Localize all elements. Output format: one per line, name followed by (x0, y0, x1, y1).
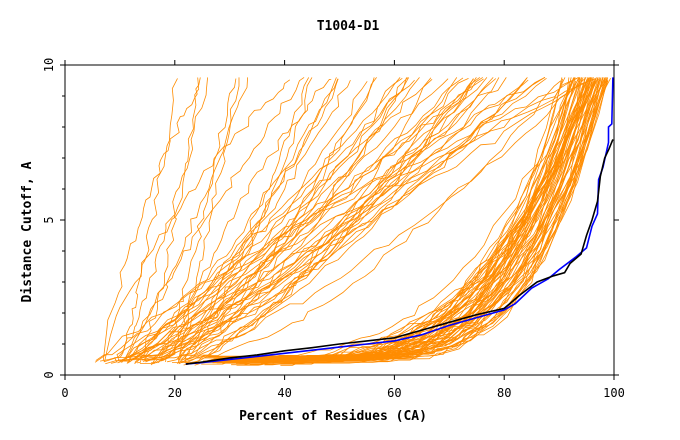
x-tick-label: 40 (277, 386, 291, 400)
model-curve (167, 77, 547, 363)
model-curve (218, 77, 602, 363)
model-curve (117, 77, 248, 362)
y-tick-label: 5 (42, 216, 56, 223)
x-tick-label: 20 (168, 386, 182, 400)
model-curve (184, 77, 432, 364)
model-curve (161, 78, 237, 360)
model-curve (210, 77, 563, 362)
highlight-curves (185, 77, 614, 365)
model-curve (216, 77, 597, 361)
model-curve (103, 78, 484, 363)
model-curve (177, 77, 484, 361)
model-curve (180, 77, 313, 363)
model-curve (104, 79, 291, 363)
model-curve (236, 77, 607, 364)
model-curve (249, 77, 600, 365)
model-curve (178, 77, 528, 361)
model-curves (94, 77, 611, 366)
model-curve (129, 77, 403, 363)
x-tick-label: 0 (61, 386, 68, 400)
model-curve (127, 77, 337, 364)
model-curve (165, 77, 240, 363)
chart-title: T1004-D1 (317, 19, 380, 34)
y-axis: 0 5 10 (42, 58, 619, 379)
model-curve (226, 77, 597, 362)
model-curve (105, 77, 500, 365)
y-tick-label: 10 (42, 58, 56, 72)
x-tick-label: 80 (497, 386, 511, 400)
model-curve (260, 77, 581, 361)
model-curve (229, 77, 606, 361)
model-curve (150, 77, 407, 364)
series-highlight-black (185, 139, 614, 365)
model-curve (111, 78, 178, 364)
x-axis-label: Percent of Residues (CA) (239, 409, 427, 424)
model-curve (142, 77, 494, 362)
x-tick-label: 100 (603, 386, 625, 400)
model-curve (177, 79, 332, 363)
model-curve (178, 77, 375, 361)
model-curve (186, 77, 528, 361)
model-curve (126, 77, 546, 364)
plot-area (64, 64, 615, 376)
model-curve (136, 77, 200, 364)
y-axis-label: Distance Cutoff, A (20, 161, 35, 302)
model-curve (150, 77, 401, 366)
model-curve (120, 79, 433, 361)
model-curve (94, 77, 579, 363)
model-curve (102, 77, 201, 361)
y-tick-label: 0 (42, 371, 56, 378)
x-tick-label: 60 (387, 386, 401, 400)
model-curve (139, 77, 587, 364)
model-curve (160, 79, 351, 362)
model-curve (122, 78, 469, 361)
model-curve (122, 78, 339, 362)
model-curve (150, 78, 595, 361)
model-curve (117, 78, 449, 364)
model-curve (184, 80, 561, 363)
model-curve (95, 79, 415, 361)
model-curve (119, 77, 546, 362)
model-curve (145, 77, 481, 363)
x-axis: 0 20 40 60 80 100 (61, 60, 625, 400)
model-curve (231, 77, 599, 366)
